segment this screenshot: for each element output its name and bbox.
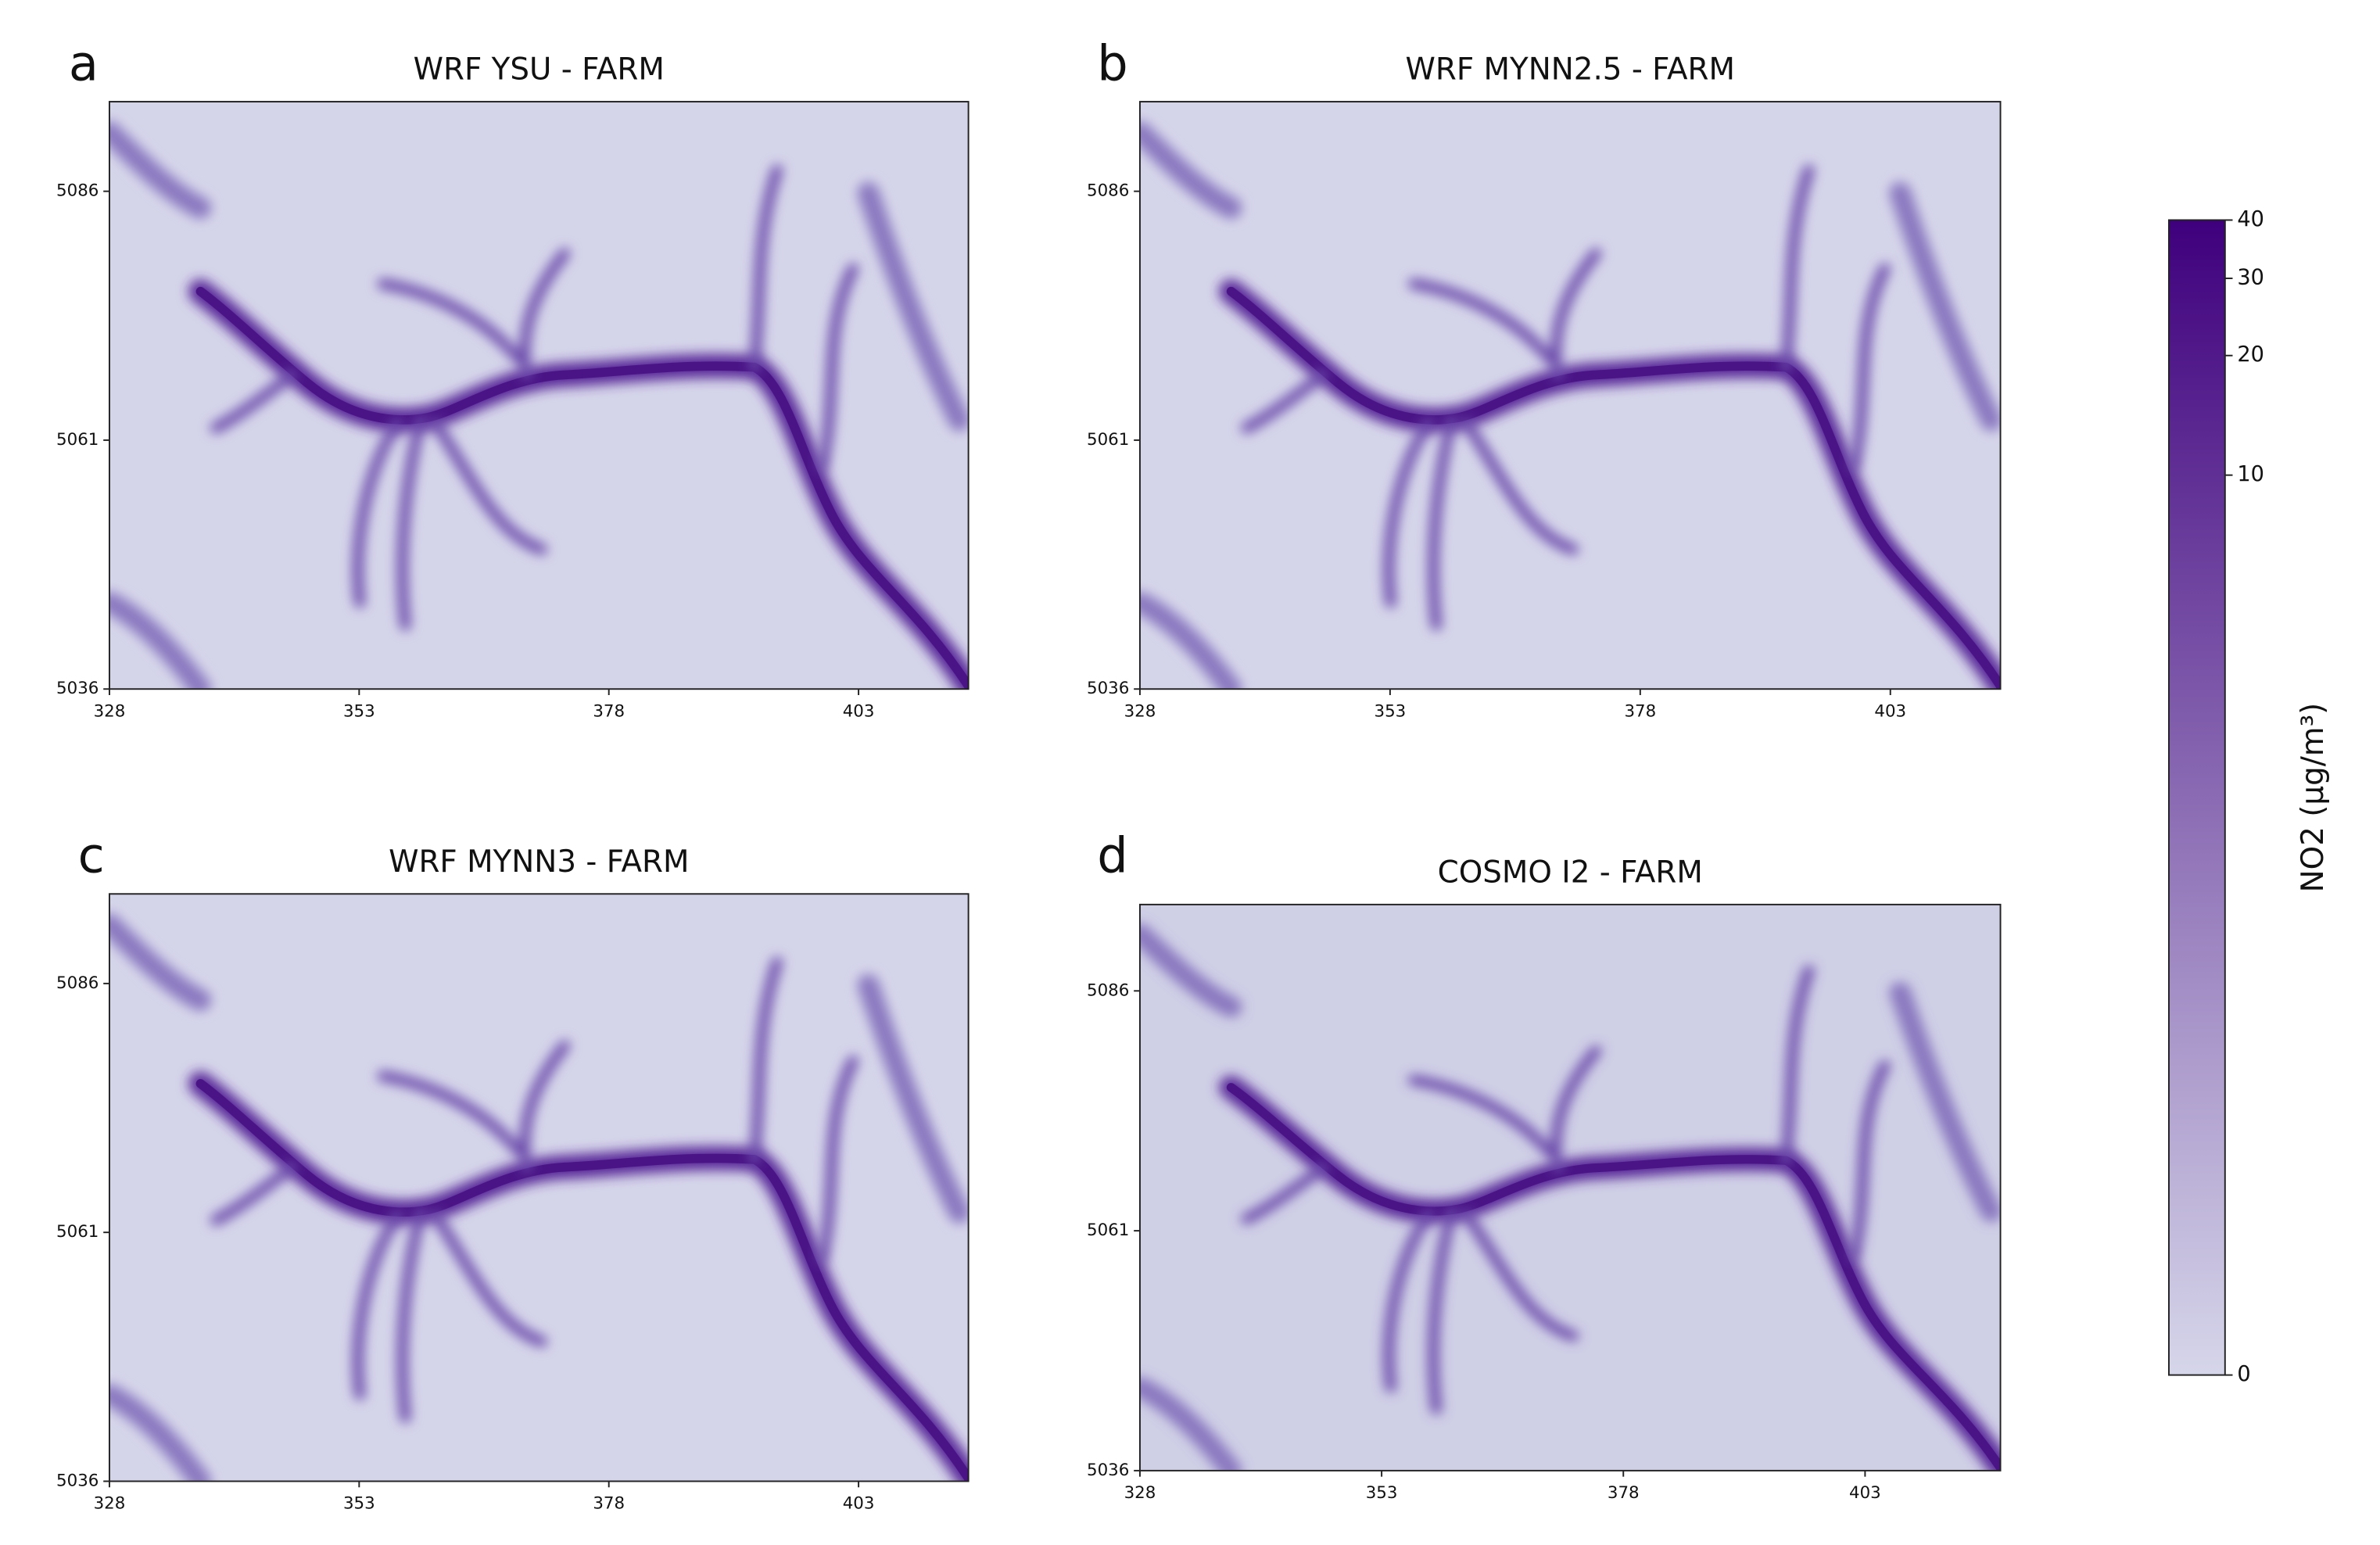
x-tick-label: 378 — [593, 701, 625, 721]
chart-title: WRF MYNN2.5 - FARM — [1406, 52, 1735, 88]
x-tick-label: 403 — [1849, 1483, 1881, 1503]
x-tick-label: 353 — [1375, 701, 1407, 721]
colorbar-tick-label: 40 — [2237, 207, 2264, 231]
y-tick-label: 5086 — [56, 181, 99, 201]
y-tick-label: 5061 — [1087, 430, 1129, 450]
x-tick-label: 328 — [94, 1494, 126, 1514]
x-tick-label: 353 — [343, 1494, 375, 1514]
y-tick-label: 5086 — [1087, 181, 1129, 201]
plot-frame — [108, 893, 970, 1482]
plot-frame — [1138, 101, 2002, 690]
x-tick-label: 353 — [343, 701, 375, 721]
panel-letter: a — [69, 35, 99, 92]
x-tick-label: 403 — [843, 701, 875, 721]
chart-title: WRF YSU - FARM — [414, 52, 665, 88]
y-tick-label: 5036 — [1087, 1461, 1129, 1480]
y-tick-label: 5061 — [56, 430, 99, 450]
plot-frame — [1138, 903, 2002, 1472]
map-background — [1139, 904, 2001, 1471]
chart-title: COSMO I2 - FARM — [1438, 855, 1703, 891]
y-tick-label: 5086 — [1087, 980, 1129, 1000]
x-tick-label: 328 — [1124, 1483, 1156, 1503]
panel-letter: c — [78, 827, 105, 884]
y-tick-label: 5086 — [56, 973, 99, 993]
colorbar-tick-label: 0 — [2237, 1362, 2250, 1386]
y-tick-label: 5036 — [1087, 679, 1129, 698]
x-tick-label: 403 — [843, 1494, 875, 1514]
plot-frame — [108, 101, 970, 690]
x-tick-label: 328 — [94, 701, 126, 721]
y-tick-label: 5036 — [56, 1471, 99, 1490]
panel-letter: b — [1097, 35, 1127, 92]
colorbar — [2168, 219, 2226, 1376]
chart-title: WRF MYNN3 - FARM — [389, 844, 689, 880]
x-tick-label: 378 — [1624, 701, 1656, 721]
colorbar-tick-label: 10 — [2237, 462, 2264, 486]
panel-letter: d — [1097, 827, 1127, 884]
x-tick-label: 403 — [1874, 701, 1906, 721]
colorbar-tick-label: 20 — [2237, 342, 2264, 367]
map-background — [109, 102, 969, 690]
y-tick-label: 5036 — [56, 679, 99, 698]
x-tick-label: 378 — [1608, 1483, 1640, 1503]
map-background — [109, 894, 969, 1482]
x-tick-label: 328 — [1124, 701, 1156, 721]
map-background — [1139, 102, 2001, 690]
x-tick-label: 378 — [593, 1494, 625, 1514]
colorbar-tick-label: 30 — [2237, 265, 2264, 289]
x-tick-label: 353 — [1366, 1483, 1398, 1503]
colorbar-label: NO2 (µg/m³) — [2296, 703, 2331, 893]
y-tick-label: 5061 — [56, 1222, 99, 1242]
y-tick-label: 5061 — [1087, 1221, 1129, 1240]
